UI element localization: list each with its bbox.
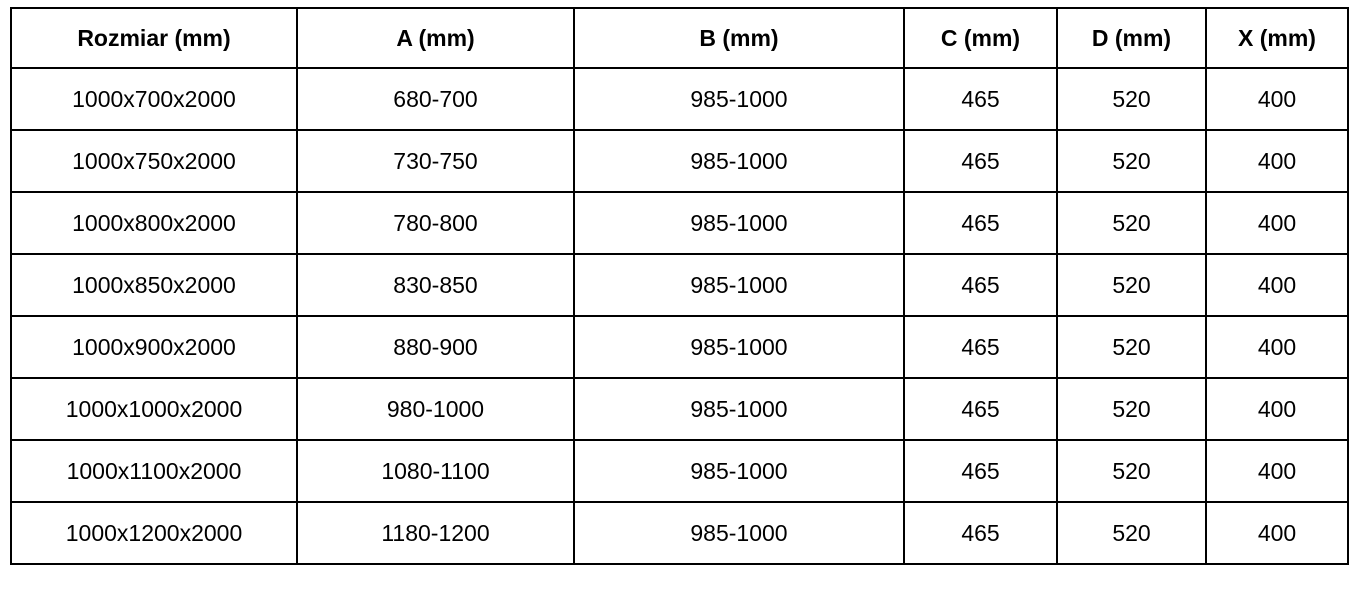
- table-cell: 985-1000: [573, 253, 905, 317]
- table-cell: 465: [903, 501, 1058, 565]
- header-row: Rozmiar (mm) A (mm) B (mm) C (mm) D (mm) X (m…: [10, 7, 1349, 69]
- table-cell: 985-1000: [573, 439, 905, 503]
- table-cell: 465: [903, 315, 1058, 379]
- table-cell: 1000x900x2000: [10, 315, 298, 379]
- table-cell: 520: [1056, 129, 1207, 193]
- table-cell: 880-900: [296, 315, 575, 379]
- table-cell: 400: [1205, 67, 1349, 131]
- table-row: 1000x700x2000 680-700 985-1000 465 520 400: [10, 67, 1349, 131]
- table-cell: 465: [903, 129, 1058, 193]
- table-cell: 400: [1205, 439, 1349, 503]
- table-row: 1000x1100x2000 1080-1100 985-1000 465 520 400: [10, 439, 1349, 503]
- table-cell: 1180-1200: [296, 501, 575, 565]
- table-cell: 400: [1205, 501, 1349, 565]
- table-cell: 465: [903, 439, 1058, 503]
- table-cell: 400: [1205, 129, 1349, 193]
- table-cell: 985-1000: [573, 501, 905, 565]
- table-cell: 1000x800x2000: [10, 191, 298, 255]
- table-cell: 1000x1000x2000: [10, 377, 298, 441]
- table-cell: 730-750: [296, 129, 575, 193]
- table-cell: 520: [1056, 191, 1207, 255]
- table-cell: 520: [1056, 253, 1207, 317]
- table-cell: 830-850: [296, 253, 575, 317]
- table-cell: 980-1000: [296, 377, 575, 441]
- table-row: 1000x800x2000 780-800 985-1000 465 520 400: [10, 191, 1349, 255]
- table-row: 1000x900x2000 880-900 985-1000 465 520 400: [10, 315, 1349, 379]
- table-cell: 400: [1205, 377, 1349, 441]
- table-body: 1000x700x2000 680-700 985-1000 465 520 400 100…: [10, 67, 1349, 565]
- column-header: X (mm): [1205, 7, 1349, 69]
- table-cell: 465: [903, 191, 1058, 255]
- table-cell: 520: [1056, 67, 1207, 131]
- table-cell: 465: [903, 377, 1058, 441]
- table-cell: 780-800: [296, 191, 575, 255]
- table-cell: 985-1000: [573, 67, 905, 131]
- table-cell: 400: [1205, 253, 1349, 317]
- table-row: 1000x850x2000 830-850 985-1000 465 520 400: [10, 253, 1349, 317]
- table-cell: 520: [1056, 501, 1207, 565]
- table-cell: 985-1000: [573, 191, 905, 255]
- table-cell: 400: [1205, 315, 1349, 379]
- column-header: D (mm): [1056, 7, 1207, 69]
- table-row: 1000x750x2000 730-750 985-1000 465 520 400: [10, 129, 1349, 193]
- column-header: A (mm): [296, 7, 575, 69]
- table-cell: 520: [1056, 439, 1207, 503]
- table-cell: 680-700: [296, 67, 575, 131]
- table-cell: 1000x1200x2000: [10, 501, 298, 565]
- table-cell: 465: [903, 253, 1058, 317]
- table-cell: 520: [1056, 315, 1207, 379]
- table-cell: 985-1000: [573, 315, 905, 379]
- table-cell: 465: [903, 67, 1058, 131]
- table-row: 1000x1000x2000 980-1000 985-1000 465 520 400: [10, 377, 1349, 441]
- size-table-container: Rozmiar (mm) A (mm) B (mm) C (mm) D (mm) X (m…: [10, 7, 1349, 565]
- table-cell: 1000x1100x2000: [10, 439, 298, 503]
- table-cell: 1000x750x2000: [10, 129, 298, 193]
- column-header: C (mm): [903, 7, 1058, 69]
- table-cell: 985-1000: [573, 377, 905, 441]
- table-cell: 985-1000: [573, 129, 905, 193]
- column-header: B (mm): [573, 7, 905, 69]
- size-table: Rozmiar (mm) A (mm) B (mm) C (mm) D (mm) X (m…: [10, 7, 1349, 565]
- table-cell: 1000x700x2000: [10, 67, 298, 131]
- table-cell: 1000x850x2000: [10, 253, 298, 317]
- table-cell: 400: [1205, 191, 1349, 255]
- table-row: 1000x1200x2000 1180-1200 985-1000 465 520 400: [10, 501, 1349, 565]
- table-cell: 1080-1100: [296, 439, 575, 503]
- column-header: Rozmiar (mm): [10, 7, 298, 69]
- table-cell: 520: [1056, 377, 1207, 441]
